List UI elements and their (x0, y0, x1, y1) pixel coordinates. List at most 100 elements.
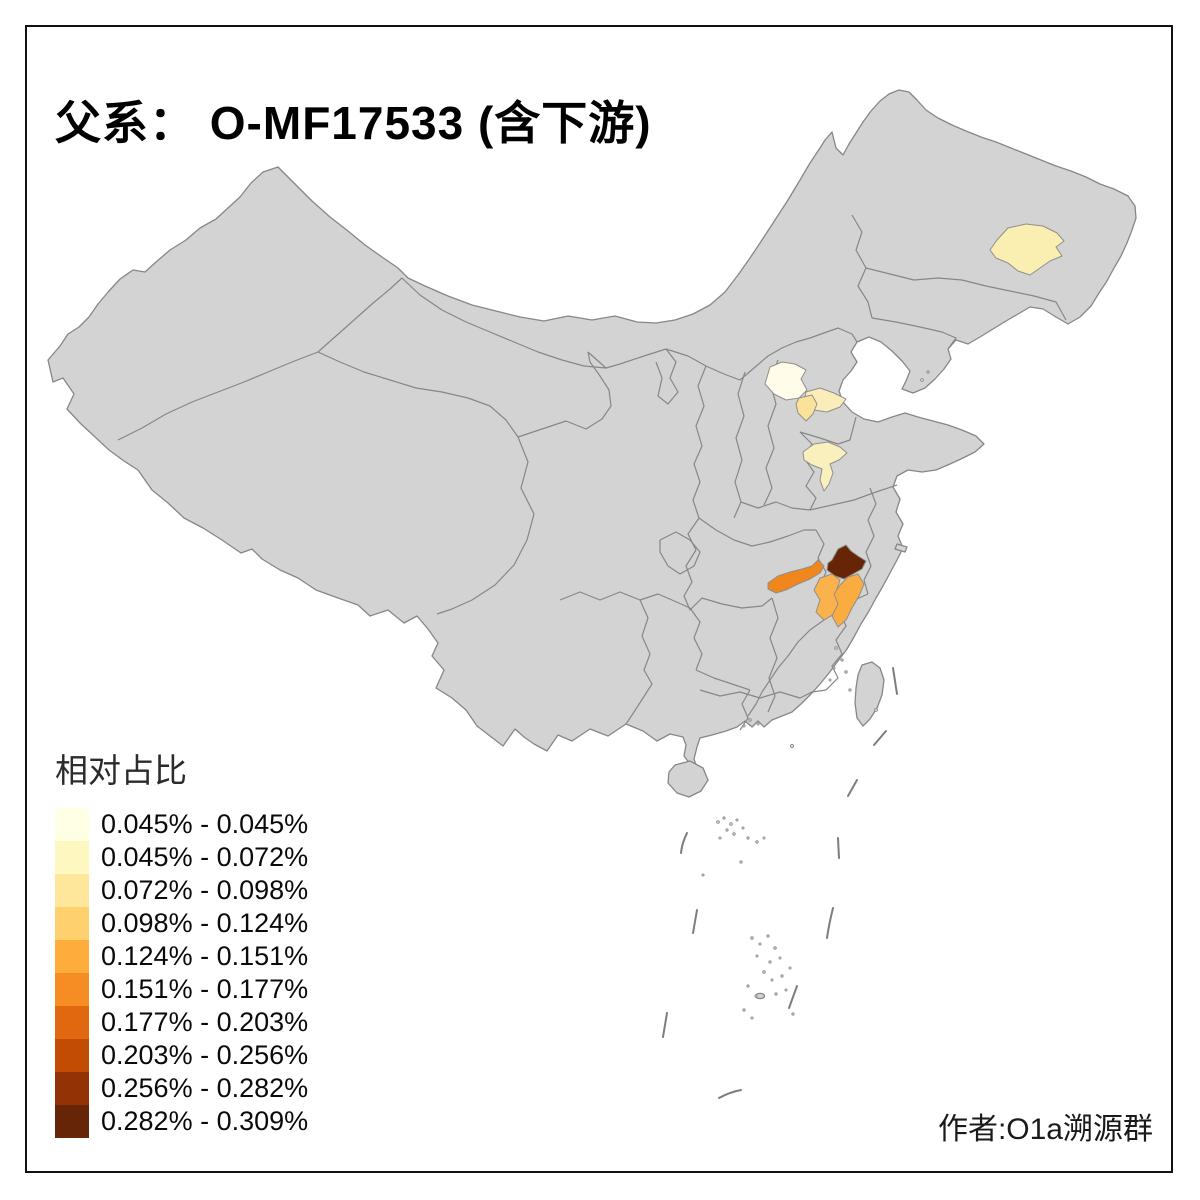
legend-swatch (55, 874, 89, 907)
legend-label: 0.045% - 0.045% (101, 809, 309, 839)
dash-segment (892, 667, 898, 695)
islet-dot (828, 678, 832, 682)
islet-dot (716, 820, 720, 824)
taiwan-island (854, 661, 885, 727)
islet-dot (732, 832, 736, 836)
province-border (401, 277, 621, 369)
islet-dot (788, 966, 792, 970)
province-border (117, 351, 319, 441)
islet-dot (755, 840, 759, 844)
islet-dot (746, 836, 750, 840)
islet-dot (844, 670, 848, 674)
legend-row: 0.203% - 0.256% (55, 1039, 308, 1072)
legend-title: 相对占比 (55, 752, 187, 789)
dash-segment (837, 837, 840, 859)
legend-row: 0.045% - 0.045% (55, 808, 308, 841)
province-border (863, 487, 877, 595)
dash-segment (873, 730, 887, 746)
islet-dot (762, 970, 766, 974)
legend-label: 0.203% - 0.256% (101, 1040, 309, 1070)
province-border (692, 365, 707, 519)
legend-row: 0.282% - 0.309% (55, 1105, 308, 1138)
islet-dot (718, 836, 722, 840)
legend: 相对占比 0.045% - 0.045% 0.045% - 0.072% 0.0… (55, 744, 308, 1138)
dash-segment (692, 909, 698, 934)
islet-dot (840, 658, 844, 662)
province-border (871, 317, 957, 350)
province-border (809, 484, 898, 511)
province-border (317, 351, 519, 438)
legend-swatch (55, 808, 89, 841)
dash-segment (788, 985, 798, 1009)
mainland-outline (47, 89, 1137, 769)
islet-dot (701, 873, 705, 877)
islet-dot (742, 724, 746, 728)
islet-dot (766, 934, 770, 938)
province-border (619, 327, 858, 381)
dash-segment (680, 832, 688, 854)
legend-label: 0.256% - 0.282% (101, 1073, 309, 1103)
region-east-highlight (802, 441, 848, 492)
islet-dot (768, 960, 772, 964)
legend-row: 0.177% - 0.203% (55, 1006, 308, 1039)
province-border (671, 599, 703, 671)
islet-dot (774, 992, 778, 996)
legend-label: 0.151% - 0.177% (101, 974, 309, 1004)
legend-swatch (55, 1006, 89, 1039)
legend-swatch (55, 907, 89, 940)
province-border (701, 597, 773, 609)
legend-row: 0.098% - 0.124% (55, 907, 308, 940)
islet-dot (741, 826, 745, 830)
province-border (587, 351, 607, 369)
islet-dot (832, 666, 836, 670)
islet-dot (780, 974, 784, 978)
province-border (698, 517, 816, 547)
islet-dot (926, 370, 930, 374)
province-border (733, 371, 746, 519)
islet-dot (750, 936, 754, 940)
province-border (865, 267, 1067, 321)
region-north-a-highlight (764, 361, 808, 401)
islet-dot (725, 828, 729, 832)
province-border (695, 669, 751, 691)
islet-dot (778, 956, 782, 960)
attribution: 作者:O1a溯源群 (937, 1113, 1153, 1146)
dash-segment (826, 907, 834, 939)
region-central-dark-highlight (826, 544, 867, 580)
legend-swatch (55, 841, 89, 874)
islet-dot (790, 744, 795, 749)
page-title: 父系： O-MF17533 (含下游) (55, 96, 652, 149)
legend-row: 0.072% - 0.098% (55, 874, 308, 907)
province-border (699, 689, 827, 699)
legend-label: 0.045% - 0.072% (101, 842, 309, 872)
province-border (659, 531, 701, 575)
islet-dot (762, 836, 766, 840)
region-northeast-highlight (989, 223, 1065, 276)
region-north-c-highlight (795, 394, 818, 422)
province-border (767, 597, 779, 713)
highlight-regions (764, 223, 1065, 628)
province-border (740, 501, 811, 511)
dash-segment (718, 1089, 742, 1099)
legend-label: 0.072% - 0.098% (101, 875, 309, 905)
province-border (799, 416, 857, 445)
province-border (655, 348, 679, 405)
islet-dot (739, 860, 743, 864)
islet-dot (750, 1016, 754, 1020)
legend-row: 0.124% - 0.151% (55, 940, 308, 973)
islet-dot (834, 646, 838, 650)
islet-dot (754, 994, 758, 998)
province-border (517, 351, 612, 438)
islet-dot (920, 378, 924, 382)
legend-rows: 0.045% - 0.045% 0.045% - 0.072% 0.072% -… (55, 808, 308, 1138)
region-central-east-highlight (831, 573, 865, 628)
islet-dot (755, 954, 759, 958)
dash-segment (847, 779, 858, 797)
china-mainland (47, 89, 1137, 1000)
region-central-west-highlight (767, 559, 825, 594)
islet-dot (729, 822, 733, 826)
islet-dot (848, 688, 852, 692)
legend-row: 0.256% - 0.282% (55, 1072, 308, 1105)
nine-dash-line (662, 667, 898, 1099)
